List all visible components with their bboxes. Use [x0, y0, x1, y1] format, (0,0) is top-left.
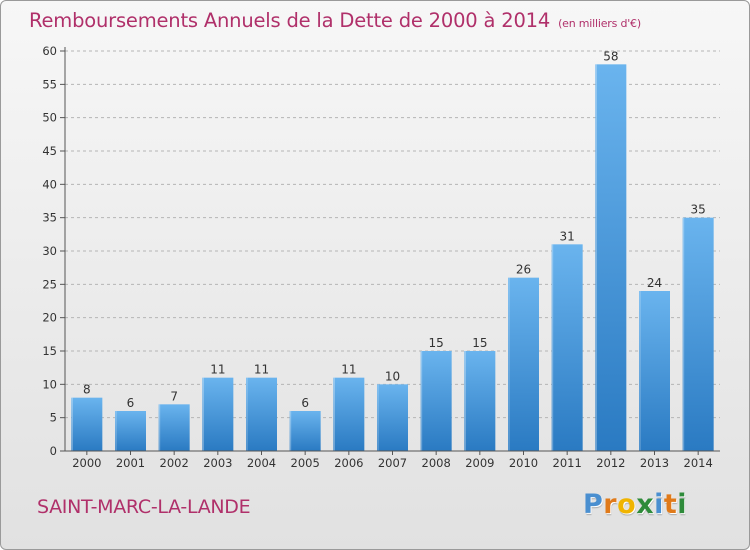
y-tick-label: 55 — [42, 77, 57, 91]
axes — [60, 47, 720, 455]
x-tick-label: 2001 — [116, 456, 145, 470]
logo-letter: r — [603, 489, 618, 520]
bar — [595, 64, 627, 452]
logo-letter: o — [617, 489, 637, 520]
chart-subtitle: (en milliers d'€) — [558, 17, 641, 30]
bar — [464, 351, 496, 451]
chart-title-text: Remboursements Annuels de la Dette de 20… — [29, 9, 551, 32]
bar — [682, 217, 714, 451]
data-label: 7 — [170, 389, 178, 403]
y-tick-label: 45 — [42, 144, 57, 158]
y-tick-label: 50 — [42, 111, 57, 125]
bar — [377, 384, 408, 451]
x-tick-label: 2007 — [378, 456, 407, 470]
bar — [333, 377, 365, 451]
bar — [246, 377, 277, 451]
y-tick-label: 10 — [42, 377, 57, 391]
x-tick-label: 2009 — [465, 456, 494, 470]
logo-letter: x — [636, 489, 655, 520]
bar — [508, 277, 539, 451]
logo-letter: P — [583, 489, 604, 520]
proxiti-logo: Proxiti — [583, 489, 687, 520]
data-label: 6 — [127, 396, 135, 410]
y-tick-label: 0 — [50, 444, 57, 458]
data-label: 24 — [647, 276, 662, 290]
bar — [115, 411, 146, 451]
x-tick-label: 2013 — [640, 456, 669, 470]
x-tick-label: 2004 — [247, 456, 276, 470]
commune-name: SAINT-MARC-LA-LANDE — [37, 496, 251, 518]
x-tick-label: 2008 — [422, 456, 451, 470]
x-tick-label: 2014 — [684, 456, 713, 470]
x-tick-label: 2002 — [160, 456, 189, 470]
x-tick-label: 2010 — [509, 456, 538, 470]
data-label: 58 — [603, 49, 618, 63]
x-tick-label: 2000 — [72, 456, 101, 470]
chart-title: Remboursements Annuels de la Dette de 20… — [29, 9, 641, 32]
data-label: 8 — [83, 383, 91, 397]
bar — [551, 244, 583, 451]
y-tick-label: 15 — [42, 344, 57, 358]
x-tick-label: 2003 — [203, 456, 232, 470]
data-label: 6 — [301, 396, 309, 410]
data-label: 11 — [341, 363, 356, 377]
y-tick-label: 35 — [42, 211, 57, 225]
x-tick-label: 2011 — [553, 456, 582, 470]
bar — [158, 404, 190, 451]
y-tick-label: 5 — [50, 411, 57, 425]
bar — [71, 397, 103, 451]
y-tick-label: 25 — [42, 277, 57, 291]
bar — [420, 351, 452, 451]
bar — [202, 377, 234, 451]
y-tick-label: 20 — [42, 311, 57, 325]
logo-letter: i — [677, 489, 688, 520]
logo-letter: i — [654, 489, 664, 520]
data-label: 11 — [254, 363, 269, 377]
data-label: 35 — [691, 203, 706, 217]
labels: 0 5 10 15 20 25 30 35 40 45 50 55 60 8 2000 6 2001 7 2002 1… — [42, 44, 712, 470]
x-tick-label: 2006 — [334, 456, 363, 470]
bar — [639, 291, 670, 451]
data-label: 26 — [516, 263, 531, 277]
data-label: 15 — [472, 336, 487, 350]
y-tick-label: 60 — [42, 44, 57, 58]
y-tick-label: 40 — [42, 177, 57, 191]
bars — [71, 64, 714, 452]
data-label: 11 — [210, 363, 225, 377]
data-label: 10 — [385, 369, 400, 383]
x-tick-label: 2012 — [596, 456, 625, 470]
bar — [289, 411, 321, 451]
data-label: 31 — [560, 229, 575, 243]
x-tick-label: 2005 — [291, 456, 320, 470]
data-label: 15 — [429, 336, 444, 350]
y-tick-label: 30 — [42, 244, 57, 258]
logo-letter: t — [663, 489, 678, 520]
